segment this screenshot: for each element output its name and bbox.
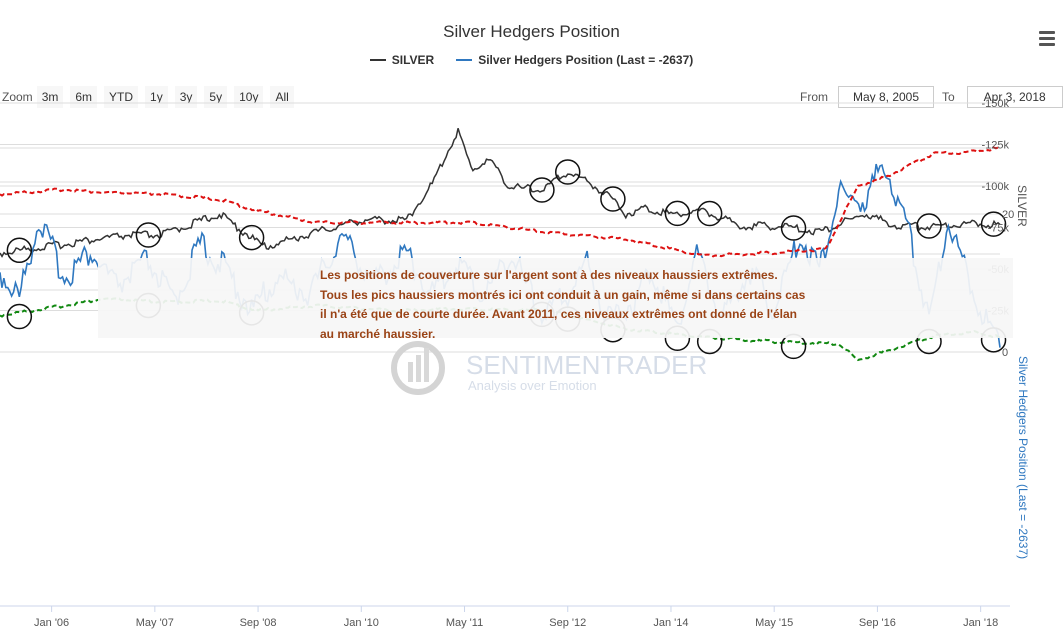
lower-band-line: [0, 146, 1001, 258]
x-tick-label: Jan '18: [963, 617, 998, 629]
watermark: SENTIMENTRADER Analysis over Emotion: [391, 341, 707, 395]
watermark-tagline: Analysis over Emotion: [468, 378, 597, 393]
annotation-line-4: au marché haussier.: [320, 326, 436, 341]
y-tick-label-hedgers: -100k: [981, 181, 1009, 193]
watermark-bar-2: [416, 355, 421, 382]
annotation-box: Les positions de couverture sur l'argent…: [98, 258, 1013, 341]
silver-price-line: [0, 128, 1001, 258]
legend-label-silver: SILVER: [391, 53, 435, 67]
watermark-name: SENTIMENTRADER: [466, 350, 707, 380]
x-tick-label: Sep '12: [549, 617, 586, 629]
x-tick-label: May '15: [755, 617, 793, 629]
y-axis-title-silver: SILVER: [1015, 185, 1029, 227]
annotation-line-2: Tous les pics haussiers montrés ici ont …: [320, 287, 806, 302]
peak-circle-silver: [554, 159, 581, 185]
annotation-line-3: il n'a été que de courte durée. Avant 20…: [320, 307, 797, 321]
x-tick-label: May '11: [446, 617, 483, 629]
x-tick-label: Jan '14: [653, 617, 688, 629]
legend-item-hedgers[interactable]: Silver Hedgers Position (Last = -2637): [456, 53, 693, 67]
x-tick-label: May '07: [136, 617, 174, 629]
peak-circle-silver: [696, 200, 723, 227]
annotation-text: Les positions de couverture sur l'argent…: [320, 266, 805, 344]
watermark-bar-1: [408, 362, 413, 382]
hamburger-menu-icon[interactable]: [1039, 31, 1055, 49]
peak-circle-silver: [780, 215, 807, 241]
upper-band-line: [0, 297, 1001, 362]
peak-circle-silver: [135, 222, 162, 248]
peak-circle-silver: [980, 211, 1007, 237]
range-to: To Apr 3, 2018: [942, 86, 1063, 108]
y-tick-label-hedgers: -150k: [981, 98, 1009, 110]
x-tick-label: Sep '16: [859, 617, 896, 629]
peak-circle-silver: [6, 237, 33, 264]
range-from-label: From: [800, 90, 828, 104]
axes-group: Jan '06 May '07 Sep '08 Jan '10 May '11 Sep '…: [0, 98, 1030, 629]
x-tick-label: Jan '06: [34, 617, 69, 629]
y-tick-label-hedgers: -75k: [988, 223, 1010, 235]
annotation-line-1: Les positions de couverture sur l'argent…: [320, 268, 778, 282]
peak-circle-hedgers: [6, 303, 33, 330]
y-tick-label-silver: 20: [1002, 209, 1014, 221]
peak-circle-silver: [664, 200, 691, 227]
zoom-label: Zoom: [2, 90, 33, 104]
peak-circle-silver: [238, 224, 265, 251]
legend-swatch-hedgers: [456, 59, 473, 61]
watermark-bar-3: [424, 348, 429, 382]
watermark-logo-icon: [391, 341, 445, 395]
chart-title: Silver Hedgers Position: [443, 22, 620, 41]
y-axis-title-hedgers: Silver Hedgers Position (Last = -2637): [1016, 356, 1030, 559]
legend-swatch-silver: [369, 59, 386, 61]
legend-item-silver[interactable]: SILVER: [369, 53, 435, 67]
range-to-label: To: [942, 90, 955, 104]
y-tick-label-hedgers: -125k: [981, 140, 1009, 152]
range-to-input[interactable]: Apr 3, 2018: [966, 86, 1063, 108]
x-tick-label: Sep '08: [240, 617, 277, 629]
y-tick-label-hedgers: 0: [1002, 347, 1008, 359]
peak-circle-silver: [529, 177, 555, 203]
peak-circle-silver: [916, 213, 942, 239]
peak-circle-silver: [600, 186, 626, 212]
chart-legend: SILVER Silver Hedgers Position (Last = -…: [0, 53, 1063, 67]
legend-label-hedgers: Silver Hedgers Position (Last = -2637): [478, 53, 694, 67]
x-tick-label: Jan '10: [344, 617, 379, 629]
